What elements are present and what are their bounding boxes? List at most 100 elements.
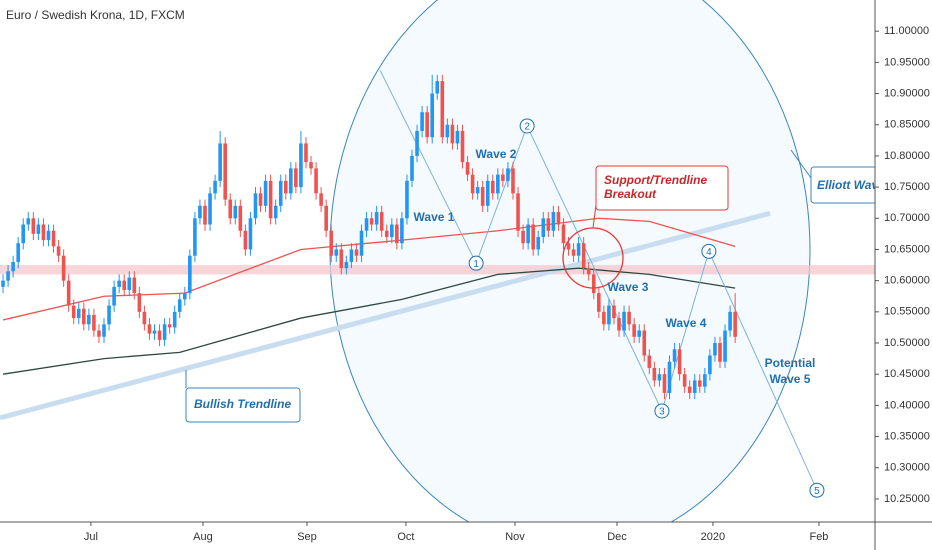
candle-body (112, 286, 116, 306)
candle-body (566, 243, 571, 250)
candle-body (556, 212, 561, 225)
candle-body (597, 293, 601, 312)
candle-body (475, 187, 480, 194)
candle-body (642, 330, 647, 356)
candle-body (82, 308, 86, 325)
wave-marker (468, 255, 484, 271)
candle-body (440, 81, 445, 138)
wave-label: Wave 1 (414, 210, 455, 224)
candle-body (66, 280, 71, 306)
candle-body (728, 311, 732, 331)
candle-body (713, 343, 717, 356)
candle-body (193, 218, 197, 256)
wave-marker (809, 482, 825, 498)
wave-number: 1 (473, 259, 479, 270)
candle-body (258, 193, 263, 206)
candle-body (339, 249, 344, 269)
y-tick-label: 10.75000 (884, 181, 930, 193)
candle-body (723, 330, 727, 362)
candle-body (384, 230, 389, 237)
candle-body (334, 249, 339, 256)
y-tick-label: 10.30000 (884, 462, 930, 474)
x-tick-label: Nov (505, 531, 525, 543)
candle-body (561, 224, 566, 244)
candle-body (455, 130, 460, 144)
candle-body (6, 271, 10, 281)
candle-body (425, 112, 429, 138)
candle-body (405, 180, 409, 219)
candle-body (420, 112, 424, 131)
candle-body (203, 205, 207, 225)
candle-body (51, 230, 56, 247)
candle-body (551, 212, 556, 231)
note-text: Breakout (604, 187, 657, 201)
candle-body (36, 224, 41, 234)
candle-body (718, 343, 722, 362)
y-tick-label: 10.95000 (884, 56, 930, 68)
candle-body (92, 314, 96, 331)
candle-body (450, 124, 455, 144)
moving-average (2, 267, 736, 375)
candle-body (233, 205, 238, 219)
candle-body (117, 280, 121, 287)
candle-body (238, 205, 243, 231)
candle-body (400, 218, 404, 244)
candle-body (657, 374, 662, 381)
candle-body (324, 205, 328, 231)
candle-body (61, 255, 66, 281)
candle-body (147, 324, 152, 334)
candle-body (41, 224, 46, 241)
candle-body (662, 374, 667, 393)
wave-path (379, 70, 818, 491)
background-layer (329, 0, 811, 550)
candle-body (733, 311, 737, 337)
candle-body (213, 180, 217, 194)
y-tick-label: 10.45000 (884, 368, 930, 380)
candle-body (289, 168, 293, 194)
candle-body (314, 168, 318, 194)
wave-label: Wave 3 (608, 280, 649, 294)
candle-body (703, 374, 707, 387)
x-tick-label: Sep (297, 531, 317, 543)
candle-body (218, 143, 222, 181)
candle-body (546, 218, 551, 231)
candle-body (137, 293, 142, 312)
candle-body (354, 249, 359, 256)
wave-label: Wave 4 (666, 316, 707, 330)
wave-marker (519, 118, 535, 134)
candle-body (263, 180, 268, 206)
candle-body (243, 230, 248, 250)
candle-body (410, 155, 414, 181)
candle-body (21, 224, 26, 244)
candle-body (445, 124, 450, 138)
candle-body (612, 305, 616, 319)
candle-body (329, 230, 334, 256)
x-tick-label: Jul (84, 531, 98, 543)
candle-body (697, 380, 702, 387)
note-text: Bullish Trendline (194, 397, 291, 411)
candle-body (591, 274, 596, 294)
wave-number: 3 (659, 407, 665, 418)
candle-body (531, 224, 535, 250)
candle-body (198, 205, 202, 219)
candle-body (379, 212, 384, 231)
candle-body (576, 243, 581, 256)
support-zone (0, 265, 875, 275)
note-text: Elliott Wave (817, 178, 885, 192)
candle-body (435, 81, 440, 94)
x-tick-label: 2020 (701, 531, 725, 543)
candle-body (228, 199, 233, 219)
candle-body (107, 305, 111, 325)
candle-body (501, 174, 505, 181)
candle-body (526, 224, 530, 244)
y-tick-label: 10.85000 (884, 119, 930, 131)
y-tick-label: 10.55000 (884, 306, 930, 318)
candle-body (541, 218, 546, 237)
candle-body (647, 355, 652, 368)
y-tick-label: 10.65000 (884, 243, 930, 255)
candle-body (299, 143, 303, 188)
candle-body (71, 305, 76, 319)
candle-body (76, 308, 81, 319)
x-tick-label: Feb (809, 531, 828, 543)
candle-body (682, 374, 687, 387)
